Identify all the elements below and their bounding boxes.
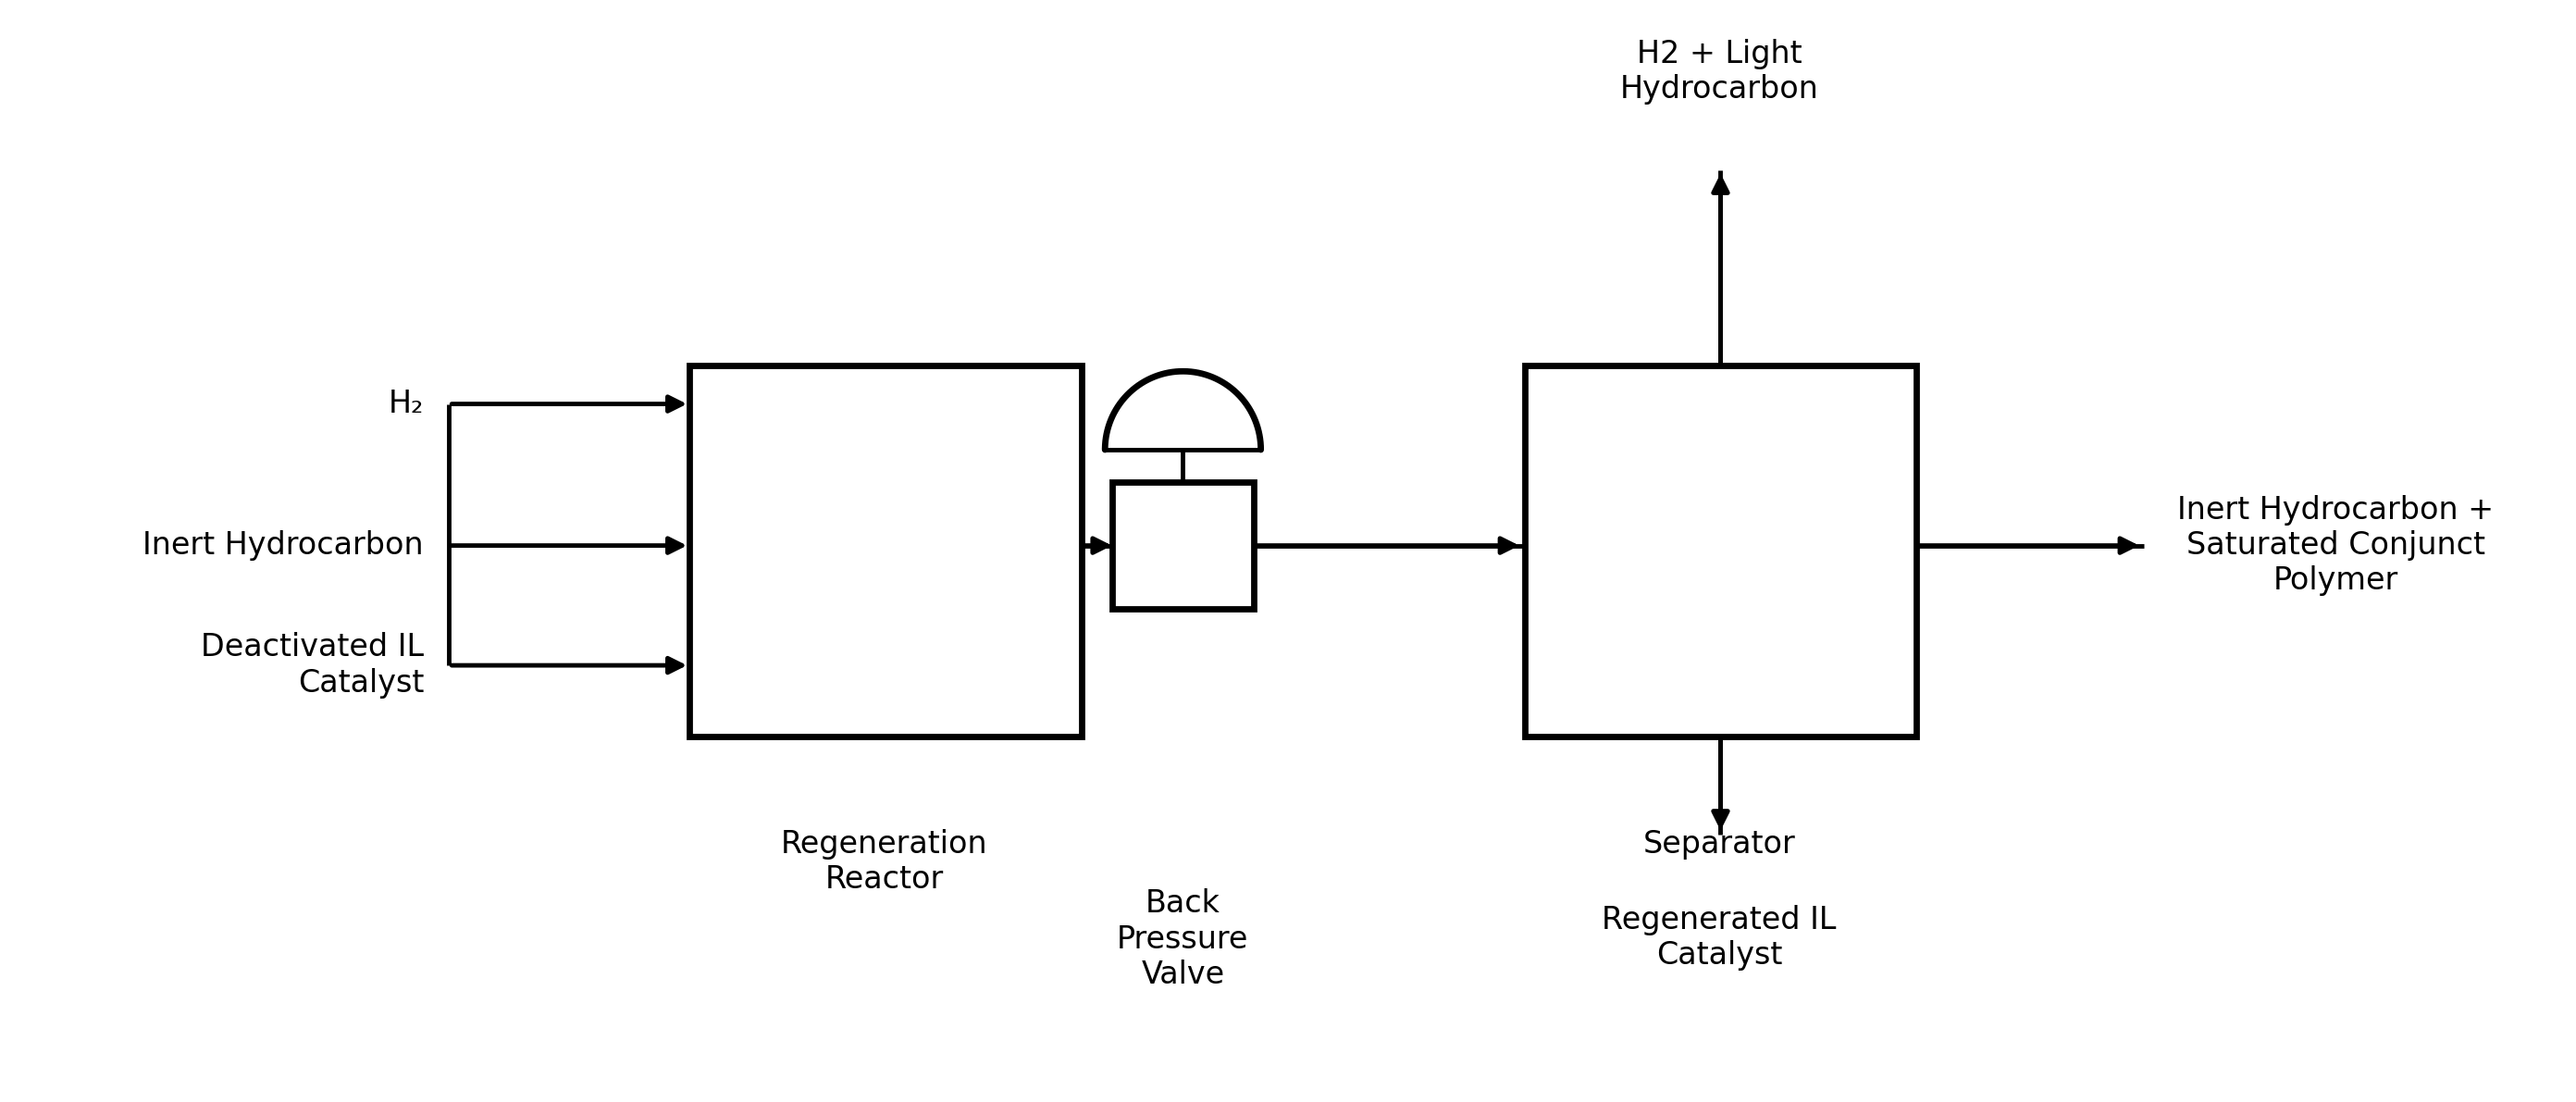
Text: Inert Hydrocarbon: Inert Hydrocarbon [142,530,425,561]
Text: Regenerated IL
Catalyst: Regenerated IL Catalyst [1602,905,1837,971]
Text: Separator: Separator [1643,829,1795,860]
Text: H₂: H₂ [389,389,425,419]
Bar [690,366,1082,736]
Text: Inert Hydrocarbon +
Saturated Conjunct
Polymer: Inert Hydrocarbon + Saturated Conjunct P… [2177,495,2494,596]
Bar [1525,366,1917,736]
Bar [1113,483,1255,608]
Text: H2 + Light
Hydrocarbon: H2 + Light Hydrocarbon [1620,39,1819,105]
Text: Back
Pressure
Valve: Back Pressure Valve [1118,888,1249,990]
Text: Deactivated IL
Catalyst: Deactivated IL Catalyst [201,633,425,699]
Text: Regeneration
Reactor: Regeneration Reactor [781,829,987,895]
